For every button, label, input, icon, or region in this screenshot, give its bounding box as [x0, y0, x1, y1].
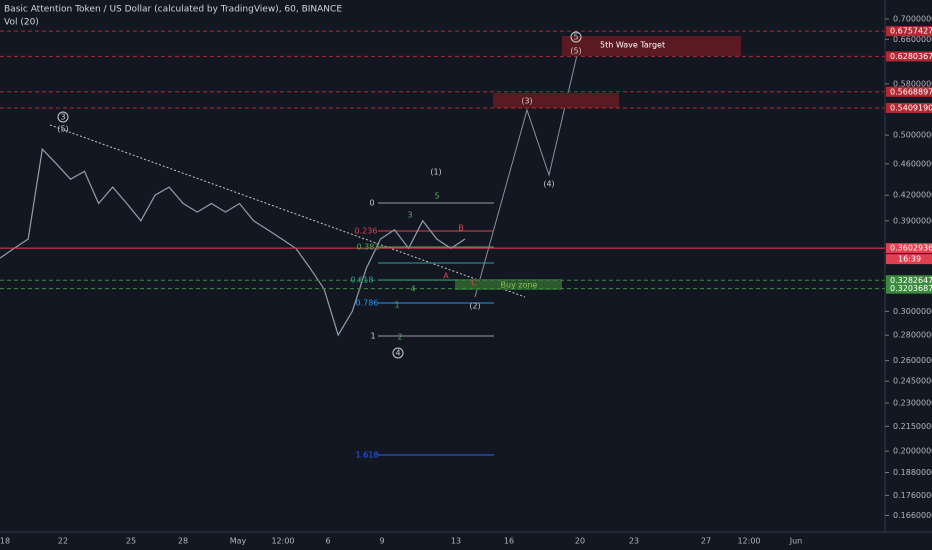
- time-tick-label: 25: [126, 537, 136, 546]
- annotation: 1: [370, 332, 375, 341]
- annotation: (2): [469, 302, 480, 311]
- time-tick-label: 16: [504, 537, 514, 546]
- time-tick-label: 27: [701, 537, 711, 546]
- annotation: 4: [410, 285, 415, 294]
- volume-label: Vol (20): [4, 18, 39, 28]
- wave-circle: [570, 31, 582, 43]
- symbol-title: Basic Attention Token / US Dollar (calcu…: [4, 5, 342, 15]
- price-trace: [0, 147, 466, 337]
- price-tick-label: 0.30000000: [893, 307, 932, 316]
- time-tick-label: May: [230, 537, 247, 546]
- buy-zone-box: [455, 279, 562, 290]
- annotation: 5: [434, 192, 439, 201]
- annotation: (5): [57, 125, 68, 134]
- annotation: (3): [521, 97, 532, 106]
- price-tag: [886, 51, 932, 62]
- wave-projection: [474, 54, 578, 298]
- price-tag: [886, 86, 932, 97]
- price-tick-label: 0.70000000: [893, 15, 932, 24]
- price-tick-label: 0.24500000: [893, 377, 932, 386]
- price-tick-label: 0.17600000: [893, 491, 932, 500]
- annotation: 3: [407, 211, 412, 220]
- price-tag-label: 0.54091905: [890, 103, 932, 112]
- annotation: (5): [570, 47, 581, 56]
- price-tick-label: 0.21500000: [893, 422, 932, 431]
- price-tag: [886, 26, 932, 37]
- annotation: 0.786: [356, 299, 379, 308]
- annotation: 0.236: [355, 227, 378, 236]
- price-tick-label: 0.26000000: [893, 356, 932, 365]
- price-tag: [886, 102, 932, 113]
- price-tick-label: 0.18800000: [893, 468, 932, 477]
- price-tag-label: 0.67574278: [890, 27, 932, 36]
- price-tag-label: 0.32036876: [890, 284, 932, 293]
- annotation: 0: [369, 199, 374, 208]
- wave3-box: [493, 93, 619, 108]
- target-box: [562, 36, 741, 56]
- clock-label: 16:39: [898, 255, 921, 264]
- time-tick-label: 13: [451, 537, 461, 546]
- clock-tag: [886, 254, 932, 265]
- annotation: 5th Wave Target: [600, 41, 665, 50]
- time-tick-label: 23: [629, 537, 639, 546]
- annotation: 0.382: [357, 243, 380, 252]
- price-tick-label: 0.66000000: [893, 35, 932, 44]
- price-tag: [886, 283, 932, 294]
- wave-circle: [392, 347, 404, 359]
- annotation: (4): [543, 180, 554, 189]
- price-tag-label: 0.56688973: [890, 87, 932, 96]
- annotation: 1: [394, 301, 399, 310]
- price-tick-label: 0.50000000: [893, 131, 932, 140]
- time-tick-label: 9: [379, 537, 384, 546]
- price-tag-label: 0.36029365: [890, 244, 932, 253]
- price-tag-label: 0.62803678: [890, 52, 932, 61]
- price-tick-label: 0.16600000: [893, 511, 932, 520]
- price-tag: [886, 275, 932, 286]
- price-tick-label: 0.58000000: [893, 79, 932, 88]
- annotation: B: [458, 224, 464, 233]
- price-tick-label: 0.42000000: [893, 191, 932, 200]
- time-tick-label: 22: [58, 537, 68, 546]
- annotation: 5: [573, 33, 578, 42]
- price-tag-label: 0.32826478: [890, 276, 932, 285]
- annotation: (1): [430, 168, 441, 177]
- time-tick-label: 6: [325, 537, 330, 546]
- wave-circle: [57, 111, 69, 123]
- annotation: Buy zone: [501, 281, 538, 290]
- time-tick-label: 12:00: [271, 537, 294, 546]
- price-tick-label: 0.20000000: [893, 447, 932, 456]
- annotation: C: [471, 279, 477, 288]
- price-tag: [886, 243, 932, 254]
- time-tick-label: 12:00: [737, 537, 760, 546]
- time-tick-label: Jun: [789, 537, 803, 546]
- annotation: 1.618: [356, 451, 379, 460]
- annotation: 3: [60, 113, 65, 122]
- price-tick-label: 0.23000000: [893, 398, 932, 407]
- price-tick-label: 0.39000000: [893, 216, 932, 225]
- price-tick-label: 0.46000000: [893, 159, 932, 168]
- time-tick-label: 28: [178, 537, 188, 546]
- time-tick-label: 18: [0, 537, 10, 546]
- time-tick-label: 20: [575, 537, 585, 546]
- annotation: 0.618: [351, 276, 374, 285]
- trend-line: [49, 124, 526, 298]
- price-tick-label: 0.28000000: [893, 331, 932, 340]
- annotation: 2: [397, 333, 402, 342]
- annotation: 4: [395, 349, 400, 358]
- annotation: A: [443, 272, 449, 281]
